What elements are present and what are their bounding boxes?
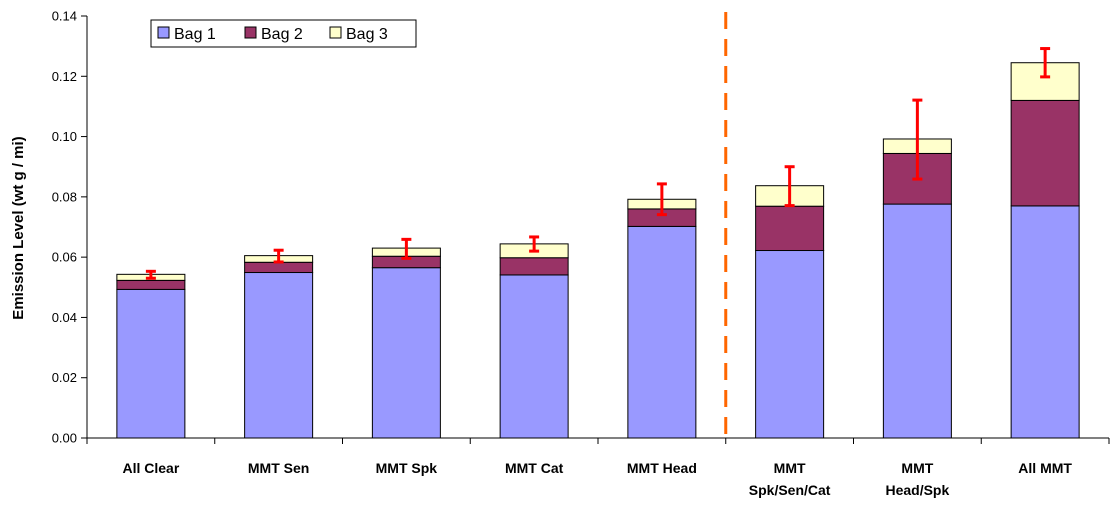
bar-segment-bag-1: [1010, 205, 1080, 439]
error-bar: [912, 98, 923, 181]
category-label-line: All MMT: [1018, 460, 1072, 476]
y-axis-title: Emission Level (wt g / mi): [10, 136, 27, 319]
category-label: MMT Head: [627, 460, 697, 476]
category-label: All Clear: [122, 460, 179, 476]
error-bar: [273, 248, 284, 264]
category-label-line: MMT Cat: [505, 460, 564, 476]
bar-segment-bag-1: [244, 272, 314, 439]
category-label-line: MMT Head: [627, 460, 697, 476]
bar-segment-bag-2: [244, 261, 314, 274]
legend-swatch: [244, 26, 257, 39]
bar-segment-bag-1: [755, 250, 825, 439]
bar-segment-bag-2: [1010, 99, 1080, 207]
legend-swatch: [329, 26, 342, 39]
bar-segment-bag-2: [755, 205, 825, 252]
legend-item: Bag 2: [244, 26, 303, 43]
y-tick-label: 0.06: [52, 250, 77, 265]
y-tick-label: 0.02: [52, 370, 77, 385]
error-bar: [145, 269, 156, 280]
category-label-line: MMT Spk: [376, 460, 438, 476]
category-label-line: MMT Sen: [248, 460, 309, 476]
legend-item: Bag 1: [157, 26, 216, 43]
bar-segment-bag-2: [116, 279, 186, 290]
y-tick-label: 0.08: [52, 189, 77, 204]
error-bars: [145, 47, 1051, 280]
y-tick-label: 0.00: [52, 431, 77, 446]
bars: [116, 62, 1080, 439]
legend-label: Bag 1: [174, 26, 216, 43]
category-label: MMT Sen: [248, 460, 309, 476]
bar-segment-bag-1: [627, 225, 697, 439]
bar-segment-bag-1: [371, 267, 441, 439]
error-bar: [1040, 47, 1051, 79]
error-bar: [401, 237, 412, 260]
bar-segment-bag-1: [499, 274, 569, 439]
y-tick-label: 0.14: [52, 9, 77, 24]
error-bar: [529, 235, 540, 253]
category-label-line: MMT: [774, 460, 806, 476]
category-label: MMT Cat: [505, 460, 564, 476]
legend-label: Bag 2: [261, 26, 303, 43]
legend-label: Bag 3: [346, 26, 388, 43]
bar-segment-bag-2: [499, 257, 569, 276]
category-label: All MMT: [1018, 460, 1072, 476]
y-tick-label: 0.04: [52, 310, 77, 325]
error-bar: [656, 182, 667, 217]
y-tick-label: 0.12: [52, 69, 77, 84]
category-label-line: Spk/Sen/Cat: [749, 482, 831, 498]
legend-swatch: [157, 26, 170, 39]
category-label: MMT Spk: [376, 460, 438, 476]
category-label-line: MMT: [901, 460, 933, 476]
axes: [86, 16, 1110, 444]
error-bar: [784, 165, 795, 208]
category-label-line: Head/Spk: [885, 482, 949, 498]
category-label: MMT Spk/Sen/Cat: [749, 460, 831, 498]
x-axis-labels: All Clear MMT Sen MMT Spk MMT Cat MMT Head MM…: [122, 460, 1072, 498]
category-label: MMT Head/Spk: [885, 460, 949, 498]
y-axis-ticks: 0.00 0.02 0.04 0.06 0.08 0.10 0.12 0.14: [52, 9, 87, 446]
y-tick-label: 0.10: [52, 129, 77, 144]
legend-item: Bag 3: [329, 26, 388, 43]
bar-segment-bag-1: [882, 203, 952, 439]
legend-box: [150, 19, 417, 48]
category-label-line: All Clear: [122, 460, 179, 476]
bar-segment-bag-1: [116, 288, 186, 439]
legend: Bag 1 Bag 2 Bag 3: [150, 19, 417, 48]
